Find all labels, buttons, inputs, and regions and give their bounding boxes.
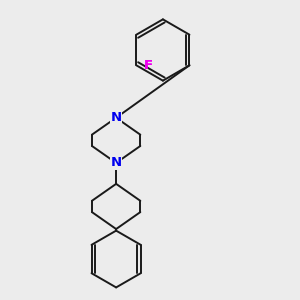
- Text: F: F: [143, 59, 153, 72]
- Text: N: N: [111, 156, 122, 170]
- Text: N: N: [111, 111, 122, 124]
- Text: F: F: [143, 59, 153, 72]
